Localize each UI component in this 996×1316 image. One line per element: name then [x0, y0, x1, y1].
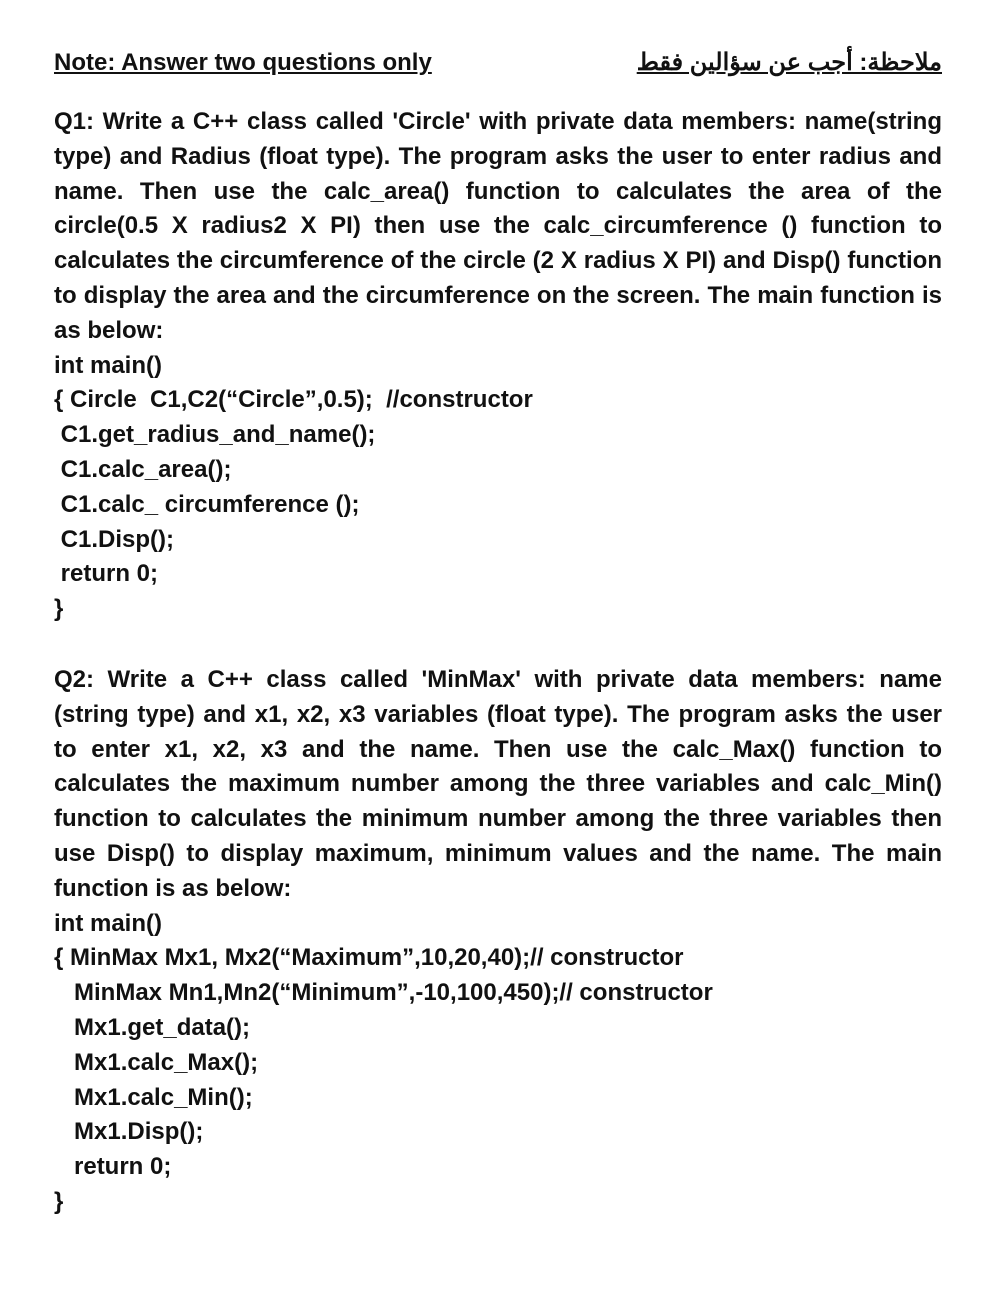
exam-page: Note: Answer two questions only ملاحظة: … — [0, 0, 996, 1316]
question-2: Q2: Write a C++ class called 'MinMax' wi… — [54, 663, 942, 1220]
q2-code: int main() { MinMax Mx1, Mx2(“Maximum”,1… — [54, 907, 942, 1220]
q1-code: int main() { Circle C1,C2(“Circle”,0.5);… — [54, 349, 942, 627]
q2-body: Q2: Write a C++ class called 'MinMax' wi… — [54, 663, 942, 907]
question-1: Q1: Write a C++ class called 'Circle' wi… — [54, 105, 942, 627]
header-row: Note: Answer two questions only ملاحظة: … — [54, 48, 942, 77]
q1-body: Q1: Write a C++ class called 'Circle' wi… — [54, 105, 942, 349]
note-arabic: ملاحظة: أجب عن سؤالين فقط — [637, 48, 942, 77]
note-english: Note: Answer two questions only — [54, 49, 432, 77]
